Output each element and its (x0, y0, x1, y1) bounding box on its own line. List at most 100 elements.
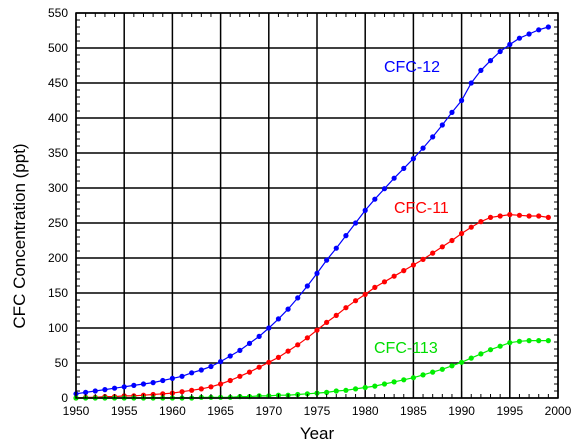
data-point-cfc-12 (92, 388, 98, 394)
series-line-cfc-113 (76, 340, 549, 399)
y-tick-label: 50 (55, 356, 69, 370)
data-point-cfc-11 (285, 348, 291, 354)
data-point-cfc-11 (343, 305, 349, 311)
y-tick-label: 300 (48, 181, 68, 195)
data-point-cfc-12 (352, 220, 359, 226)
data-point-cfc-11 (218, 381, 224, 387)
data-point-cfc-12 (189, 370, 195, 376)
data-point-cfc-12 (526, 31, 532, 37)
data-point-cfc-12 (468, 80, 474, 86)
data-point-cfc-11 (295, 342, 301, 348)
data-point-cfc-12 (121, 384, 127, 390)
data-point-cfc-113 (545, 338, 551, 344)
data-point-cfc-113 (478, 351, 484, 357)
data-point-cfc-11 (410, 262, 416, 268)
data-point-cfc-12 (256, 333, 262, 339)
data-point-cfc-11 (381, 279, 388, 285)
data-point-cfc-113 (439, 366, 445, 372)
data-point-cfc-11 (468, 224, 474, 230)
data-point-cfc-11 (449, 237, 455, 244)
data-point-cfc-113 (410, 375, 416, 381)
data-point-cfc-11 (516, 212, 523, 218)
data-point-cfc-12 (285, 306, 291, 312)
data-point-cfc-12 (102, 387, 108, 393)
data-point-cfc-11 (536, 213, 542, 219)
data-point-cfc-11 (198, 386, 204, 392)
data-point-cfc-12 (343, 233, 349, 239)
data-point-cfc-12 (304, 283, 310, 289)
data-point-cfc-113 (526, 338, 532, 344)
data-point-cfc-12 (410, 156, 416, 162)
data-point-cfc-113 (324, 389, 330, 395)
data-point-cfc-113 (449, 363, 455, 369)
data-point-cfc-11 (526, 213, 532, 219)
data-point-cfc-113 (430, 369, 436, 375)
data-point-cfc-11 (333, 312, 339, 318)
x-axis-title: Year (300, 424, 335, 443)
data-point-cfc-12 (449, 109, 455, 115)
data-point-cfc-12 (497, 48, 503, 55)
data-point-cfc-113 (497, 343, 503, 349)
data-point-cfc-12 (160, 377, 166, 384)
data-point-cfc-11 (430, 250, 436, 256)
data-point-cfc-11 (497, 213, 503, 219)
data-point-cfc-12 (401, 165, 407, 171)
data-point-cfc-11 (227, 377, 233, 384)
data-point-cfc-11 (179, 389, 185, 395)
y-tick-label: 450 (48, 76, 68, 90)
y-tick-label: 250 (48, 216, 68, 230)
series-cfc-11 (73, 212, 551, 401)
data-point-cfc-12 (516, 35, 523, 41)
series-label-cfc-113: CFC-113 (374, 340, 438, 357)
data-point-cfc-12 (372, 196, 378, 202)
data-point-cfc-113 (468, 355, 474, 361)
data-point-cfc-11 (256, 364, 262, 370)
data-point-cfc-12 (131, 382, 137, 388)
data-point-cfc-113 (352, 386, 359, 392)
series-line-cfc-11 (75, 213, 549, 399)
series-cfc-12 (73, 24, 551, 397)
y-axis-title: CFC Concentration (ppt) (10, 143, 29, 328)
data-point-cfc-12 (333, 245, 339, 251)
x-tick-label: 1990 (448, 404, 475, 418)
data-point-cfc-113 (536, 338, 542, 344)
series-label-cfc-11: CFC-11 (394, 200, 449, 217)
series-label-cfc-12: CFC-12 (384, 59, 440, 76)
data-point-cfc-12 (507, 41, 513, 48)
x-tick-label: 1980 (352, 404, 379, 418)
data-point-cfc-11 (372, 284, 378, 290)
data-point-cfc-12 (536, 27, 542, 33)
x-tick-label: 1950 (63, 404, 90, 418)
data-point-cfc-12 (218, 359, 224, 365)
data-point-cfc-11 (160, 391, 166, 397)
series-line-cfc-12 (75, 26, 549, 395)
y-tick-label: 100 (48, 321, 68, 335)
data-point-cfc-12 (381, 186, 388, 192)
data-point-cfc-11 (275, 354, 282, 360)
data-point-cfc-11 (324, 319, 330, 325)
series-layer (73, 24, 551, 401)
data-point-cfc-12 (430, 134, 436, 140)
data-point-cfc-12 (439, 122, 445, 128)
data-point-cfc-12 (420, 145, 426, 151)
data-point-cfc-12 (487, 58, 494, 64)
data-point-cfc-113 (516, 338, 523, 344)
data-point-cfc-11 (401, 268, 407, 274)
y-tick-label: 150 (48, 286, 68, 300)
data-point-cfc-113 (401, 377, 407, 383)
data-point-cfc-11 (459, 230, 465, 237)
x-tick-label: 1965 (207, 404, 234, 418)
y-tick-label: 350 (48, 146, 68, 160)
x-tick-label: 1975 (304, 404, 331, 418)
data-point-cfc-12 (227, 353, 233, 359)
data-point-cfc-12 (545, 24, 551, 30)
series-cfc-113 (73, 338, 551, 401)
data-point-cfc-11 (189, 387, 195, 393)
data-point-cfc-11 (439, 244, 445, 250)
data-point-cfc-113 (420, 372, 426, 378)
data-point-cfc-11 (391, 273, 397, 279)
y-tick-label: 500 (48, 41, 68, 55)
data-point-cfc-113 (381, 381, 388, 387)
data-point-cfc-113 (507, 340, 513, 346)
